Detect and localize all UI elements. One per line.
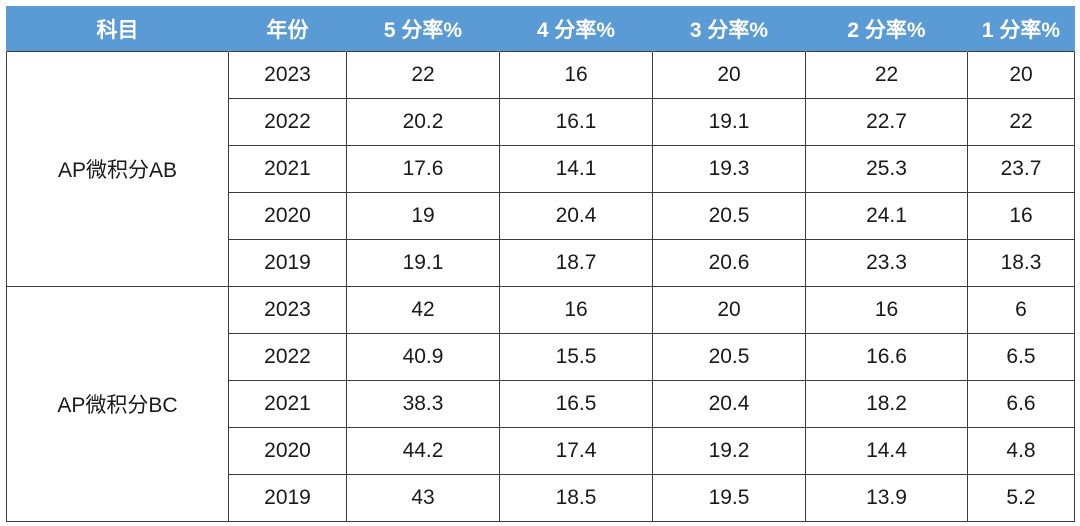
rate-cell: 22	[346, 51, 500, 99]
header-score-4-rate: 4 分率%	[499, 6, 653, 52]
year-cell: 2020	[228, 427, 347, 475]
rate-cell: 38.3	[346, 380, 500, 428]
rate-cell: 20	[652, 286, 806, 334]
rate-cell: 19.5	[652, 474, 806, 522]
rate-cell: 17.4	[499, 427, 653, 475]
table-row: 2021 17.6 14.1 19.3 25.3 23.7	[7, 145, 1075, 193]
rate-cell: 24.1	[805, 192, 968, 240]
rate-cell: 16	[499, 286, 653, 334]
rate-cell: 19.1	[346, 239, 500, 287]
year-cell: 2022	[228, 98, 347, 146]
rate-cell: 22	[805, 51, 968, 99]
rate-cell: 43	[346, 474, 500, 522]
table-row: 2022 40.9 15.5 20.5 16.6 6.5	[7, 333, 1075, 381]
table-row: 2022 20.2 16.1 19.1 22.7 22	[7, 98, 1075, 146]
rate-cell: 20.4	[652, 380, 806, 428]
rate-cell: 20.6	[652, 239, 806, 287]
header-score-1-rate: 1 分率%	[967, 6, 1075, 52]
rate-cell: 22.7	[805, 98, 968, 146]
rate-cell: 44.2	[346, 427, 500, 475]
table-row: 2019 43 18.5 19.5 13.9 5.2	[7, 474, 1075, 522]
rate-cell: 15.5	[499, 333, 653, 381]
year-cell: 2019	[228, 474, 347, 522]
header-score-3-rate: 3 分率%	[652, 6, 806, 52]
rate-cell: 20.2	[346, 98, 500, 146]
year-cell: 2021	[228, 380, 347, 428]
year-cell: 2021	[228, 145, 347, 193]
table-row: 2021 38.3 16.5 20.4 18.2 6.6	[7, 380, 1075, 428]
rate-cell: 16.5	[499, 380, 653, 428]
table-row: AP微积分BC 2023 42 16 20 16 6	[6, 286, 1075, 522]
rate-cell: 6.5	[967, 333, 1075, 381]
rate-cell: 13.9	[805, 474, 968, 522]
rate-cell: 20.5	[652, 333, 806, 381]
year-cell: 2023	[228, 286, 347, 334]
table-row: 2019 19.1 18.7 20.6 23.3 18.3	[7, 239, 1075, 287]
rate-cell: 19.1	[652, 98, 806, 146]
rate-cell: 18.7	[499, 239, 653, 287]
header-row: 科目 年份 5 分率% 4 分率% 3 分率% 2 分率% 1 分率%	[6, 6, 1075, 52]
rate-cell: 6	[967, 286, 1075, 334]
year-cell: 2020	[228, 192, 347, 240]
table-row: 2020 44.2 17.4 19.2 14.4 4.8	[7, 427, 1075, 475]
rate-cell: 5.2	[967, 474, 1075, 522]
rate-cell: 14.4	[805, 427, 968, 475]
subject-cell: AP微积分BC	[6, 286, 229, 522]
header-subject: 科目	[6, 6, 229, 52]
rate-cell: 19.2	[652, 427, 806, 475]
rate-cell: 4.8	[967, 427, 1075, 475]
table-row: AP微积分AB 2023 22 16 20 22 20	[6, 51, 1075, 287]
rate-cell: 23.7	[967, 145, 1075, 193]
rate-cell: 16.1	[499, 98, 653, 146]
subject-cell: AP微积分AB	[6, 51, 229, 287]
ap-calculus-score-table: 科目 年份 5 分率% 4 分率% 3 分率% 2 分率% 1 分率% AP微积…	[6, 6, 1075, 522]
rate-cell: 18.3	[967, 239, 1075, 287]
header-year: 年份	[228, 6, 347, 52]
rate-cell: 18.5	[499, 474, 653, 522]
rate-cell: 20.5	[652, 192, 806, 240]
rate-cell: 25.3	[805, 145, 968, 193]
rate-cell: 6.6	[967, 380, 1075, 428]
rate-cell: 14.1	[499, 145, 653, 193]
rate-cell: 19	[346, 192, 500, 240]
rate-cell: 18.2	[805, 380, 968, 428]
rate-cell: 40.9	[346, 333, 500, 381]
header-score-5-rate: 5 分率%	[346, 6, 500, 52]
rate-cell: 19.3	[652, 145, 806, 193]
year-cell: 2023	[228, 51, 347, 99]
rate-cell: 20	[652, 51, 806, 99]
rate-cell: 42	[346, 286, 500, 334]
rate-cell: 16	[967, 192, 1075, 240]
year-cell: 2019	[228, 239, 347, 287]
rate-cell: 16	[805, 286, 968, 334]
rate-cell: 20	[967, 51, 1075, 99]
rate-cell: 22	[967, 98, 1075, 146]
rate-cell: 16.6	[805, 333, 968, 381]
rate-cell: 16	[499, 51, 653, 99]
year-cell: 2022	[228, 333, 347, 381]
rate-cell: 17.6	[346, 145, 500, 193]
table-row: 2020 19 20.4 20.5 24.1 16	[7, 192, 1075, 240]
rate-cell: 20.4	[499, 192, 653, 240]
rate-cell: 23.3	[805, 239, 968, 287]
header-score-2-rate: 2 分率%	[805, 6, 968, 52]
score-table-container: 科目 年份 5 分率% 4 分率% 3 分率% 2 分率% 1 分率% AP微积…	[6, 6, 1075, 522]
